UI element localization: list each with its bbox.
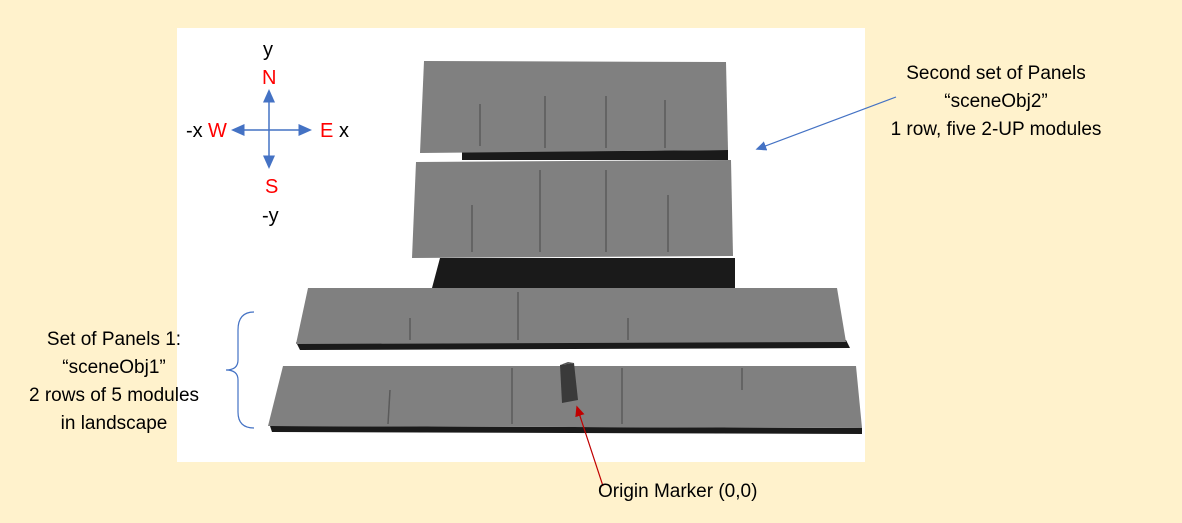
sceneobj1-panel-row-back — [296, 288, 846, 344]
compass-y-label: y — [263, 39, 273, 61]
module-seams — [387, 96, 743, 425]
origin-marker-arrow — [575, 405, 604, 487]
sceneobj2-annotation: Second set of Panels “sceneObj2” 1 row, … — [876, 60, 1116, 144]
compass-north-label: N — [262, 67, 277, 89]
sceneobj1-line2: “sceneObj1” — [62, 357, 166, 378]
sceneobj1-line3: 2 rows of 5 modules — [28, 385, 200, 406]
sceneobj2-line3: 1 row, five 2-UP modules — [890, 119, 1102, 140]
sceneobj1-shadow-front — [270, 426, 862, 434]
compass-x-label: x — [339, 120, 349, 142]
sceneobj1-line4: in landscape — [60, 413, 168, 434]
sceneobj2-line1: Second set of Panels — [906, 63, 1086, 84]
sceneobj2-panel-row-middle — [412, 160, 733, 258]
compass-arrows — [231, 89, 312, 169]
sceneobj2-line2: “sceneObj2” — [944, 91, 1048, 112]
origin-marker-block — [560, 363, 578, 403]
sceneobj2-panel-row-top — [420, 61, 728, 153]
origin-marker-label: Origin Marker (0,0) — [598, 481, 758, 502]
sceneobj2-arrow — [755, 96, 897, 151]
compass-neg-y-label: -y — [262, 205, 279, 227]
sceneobj1-line1: Set of Panels 1: — [46, 329, 182, 350]
sceneobj2-shadow-upper — [462, 150, 728, 160]
sceneobj1-brace — [225, 311, 255, 429]
compass-west-label: W — [208, 120, 227, 142]
sceneobj1-annotation: Set of Panels 1: “sceneObj1” 2 rows of 5… — [6, 326, 222, 438]
compass-neg-x-label: -x — [186, 120, 203, 142]
compass-east-label: E — [320, 120, 334, 142]
compass-south-label: S — [265, 176, 279, 198]
origin-marker-top — [560, 362, 574, 365]
sceneobj2-shadow-lower — [432, 258, 735, 288]
